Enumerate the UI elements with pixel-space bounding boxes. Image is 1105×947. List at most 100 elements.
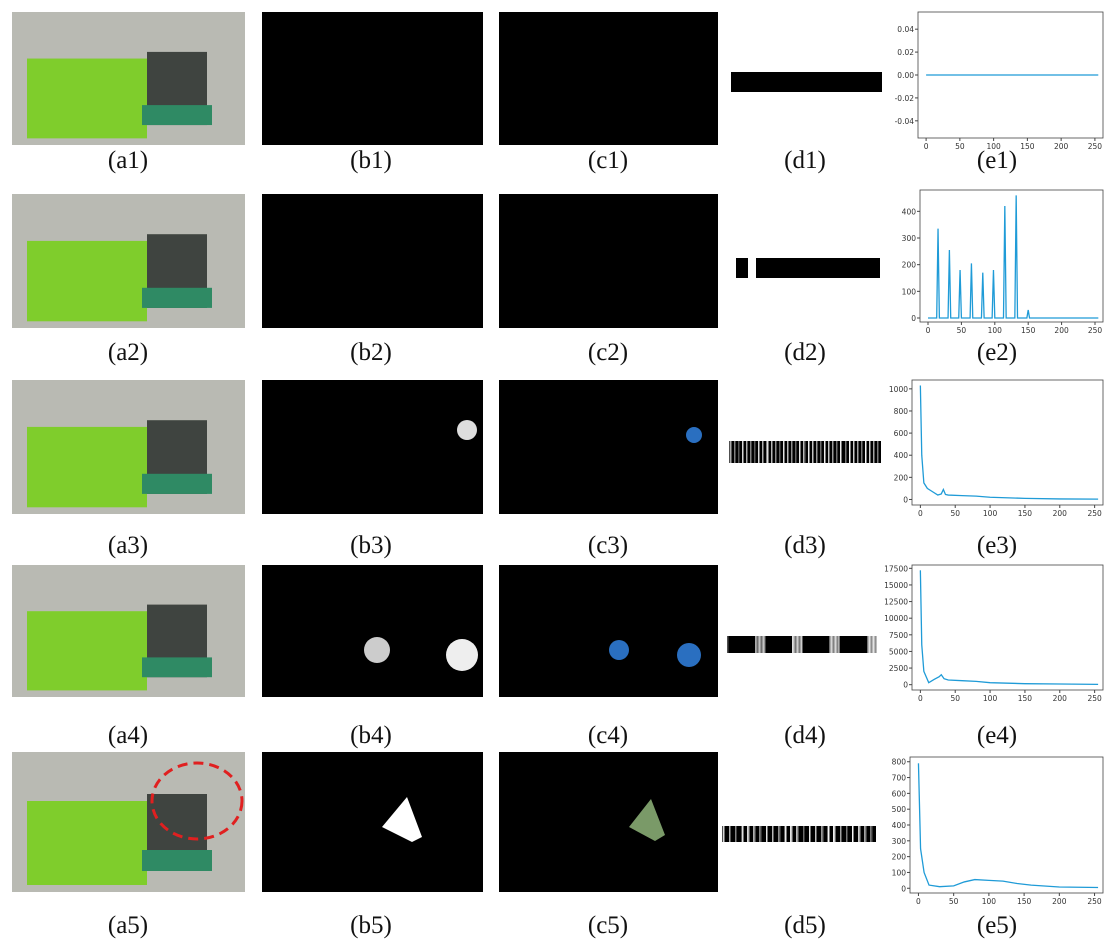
blob (446, 639, 478, 671)
histogram-line (918, 763, 1098, 887)
y-tick-label: 0.00 (897, 71, 914, 80)
barcode-stripe (727, 636, 729, 653)
y-tick-label: 800 (894, 407, 909, 416)
y-tick-label: 500 (892, 805, 907, 814)
histogram-chart: 0100200300400050100150200250 (902, 190, 1103, 335)
y-tick-label: 15000 (884, 581, 908, 590)
y-tick-label: 0 (901, 884, 906, 893)
barcode-stripe (808, 441, 810, 463)
panel-label: (e4) (977, 722, 1017, 749)
histogram-line (920, 386, 1098, 500)
barcode-stripe (846, 826, 848, 842)
photo-floor (142, 288, 212, 308)
histogram-chart: 0250050007500100001250015000175000501001… (884, 564, 1103, 703)
x-tick-label: 100 (986, 142, 1001, 151)
x-tick-label: 0 (918, 694, 923, 703)
barcode-stripe (755, 636, 757, 653)
y-tick-label: 7500 (889, 631, 908, 640)
panel-label: (d1) (784, 147, 826, 174)
y-tick-label: 2500 (889, 664, 908, 673)
panel-label: (e5) (977, 912, 1017, 939)
barcode-stripe (832, 441, 834, 463)
x-tick-label: 50 (955, 142, 965, 151)
y-tick-label: 600 (892, 789, 907, 798)
barcode-stripe (871, 826, 873, 842)
photo-floor (142, 850, 212, 871)
x-tick-label: 100 (983, 509, 998, 518)
x-tick-label: 250 (1087, 509, 1102, 518)
mask-color (499, 752, 718, 892)
panel-label: (b5) (350, 912, 392, 939)
x-tick-label: 150 (1021, 326, 1036, 335)
blob (364, 637, 390, 663)
panel-label: (c3) (588, 532, 628, 559)
barcode-stripe (828, 441, 830, 463)
plot-frame (920, 190, 1103, 322)
y-tick-label: 400 (892, 821, 907, 830)
mask-binary (262, 194, 483, 328)
histogram-line (920, 570, 1098, 684)
photo-machine (27, 611, 147, 690)
x-tick-label: 100 (988, 326, 1003, 335)
barcode-stripe (857, 441, 859, 463)
photo-machine (27, 59, 147, 139)
barcode-stripe (772, 826, 774, 842)
barcode-stripe (735, 826, 737, 842)
panel-label: (b3) (350, 532, 392, 559)
barcode-stripe (787, 441, 789, 463)
barcode-stripe (809, 826, 811, 842)
histogram-chart: 02004006008001000050100150200250 (889, 380, 1103, 518)
y-tick-label: 12500 (884, 598, 908, 607)
y-tick-label: 0 (903, 495, 908, 504)
y-tick-label: 400 (902, 207, 917, 216)
barcode-stripe (723, 826, 725, 842)
photo-floor (142, 474, 212, 494)
barcode-stripe (799, 441, 801, 463)
histogram-chart: -0.04-0.020.000.020.04050100150200250 (895, 12, 1103, 151)
y-tick-label: 17500 (884, 564, 908, 573)
x-tick-label: 0 (924, 142, 929, 151)
y-tick-label: -0.02 (895, 94, 915, 103)
panel-label: (c1) (588, 147, 628, 174)
mask-binary (262, 380, 483, 514)
barcode-stripe (746, 441, 748, 463)
y-tick-label: 100 (892, 868, 907, 877)
panel-label: (b4) (350, 722, 392, 749)
panel-label: (a5) (108, 912, 148, 939)
y-tick-label: 400 (894, 451, 909, 460)
y-tick-label: 300 (902, 234, 917, 243)
y-tick-label: 200 (892, 853, 907, 862)
y-tick-label: 200 (902, 261, 917, 270)
barcode-stripe (730, 441, 732, 463)
panel-label: (c4) (588, 722, 628, 749)
panel-label: (e1) (977, 147, 1017, 174)
mask-binary (262, 752, 483, 892)
barcode-stripe (758, 441, 760, 463)
y-tick-label: 1000 (889, 385, 908, 394)
panel-label: (c2) (588, 339, 628, 366)
barcode-stripe (829, 636, 831, 653)
y-tick-label: -0.04 (895, 117, 915, 126)
barcode-stripe (834, 826, 836, 842)
barcode-stripe (852, 826, 854, 842)
barcode-stripe (754, 441, 756, 463)
x-tick-label: 200 (1053, 694, 1068, 703)
y-tick-label: 0.02 (897, 48, 914, 57)
barcode-stripe (865, 826, 867, 842)
x-tick-label: 100 (983, 694, 998, 703)
barcode-stripe (828, 826, 830, 842)
barcode-stripe (791, 441, 793, 463)
barcode-stripe (791, 826, 793, 842)
panel-label: (a2) (108, 339, 148, 366)
barcode-stripe (873, 441, 875, 463)
photo-machine (27, 241, 147, 321)
y-tick-label: 5000 (889, 647, 908, 656)
y-tick-label: 0 (911, 314, 916, 323)
barcode-stripe (845, 441, 847, 463)
barcode-stripe (824, 441, 826, 463)
photo-floor (142, 105, 212, 125)
photo-machine (27, 427, 147, 507)
barcode-gap (748, 258, 756, 278)
barcode-stripe (804, 441, 806, 463)
panel-label: (e2) (977, 339, 1017, 366)
